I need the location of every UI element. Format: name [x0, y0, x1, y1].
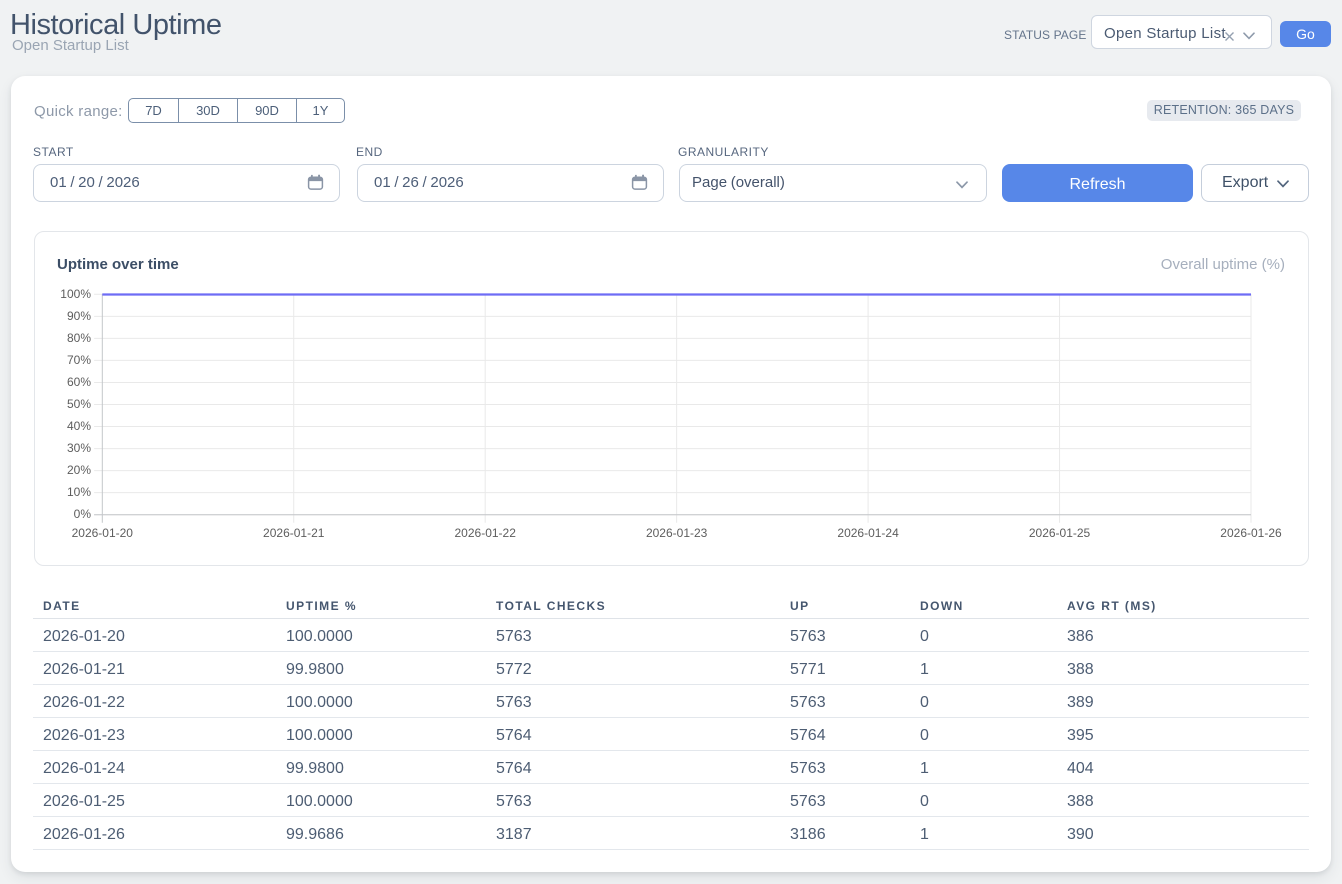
svg-text:2026-01-22: 2026-01-22	[455, 526, 517, 540]
svg-text:0%: 0%	[74, 507, 92, 521]
svg-text:30%: 30%	[67, 441, 91, 455]
svg-text:2026-01-21: 2026-01-21	[263, 526, 325, 540]
svg-text:2026-01-24: 2026-01-24	[837, 526, 899, 540]
svg-text:60%: 60%	[67, 375, 91, 389]
svg-text:90%: 90%	[67, 309, 91, 323]
svg-text:20%: 20%	[67, 463, 91, 477]
svg-text:80%: 80%	[67, 331, 91, 345]
svg-text:2026-01-25: 2026-01-25	[1029, 526, 1091, 540]
svg-text:70%: 70%	[67, 353, 91, 367]
svg-text:2026-01-26: 2026-01-26	[1220, 526, 1282, 540]
svg-text:50%: 50%	[67, 397, 91, 411]
svg-text:10%: 10%	[67, 485, 91, 499]
svg-text:2026-01-20: 2026-01-20	[72, 526, 134, 540]
svg-text:2026-01-23: 2026-01-23	[646, 526, 708, 540]
svg-text:40%: 40%	[67, 419, 91, 433]
svg-text:100%: 100%	[60, 287, 91, 301]
